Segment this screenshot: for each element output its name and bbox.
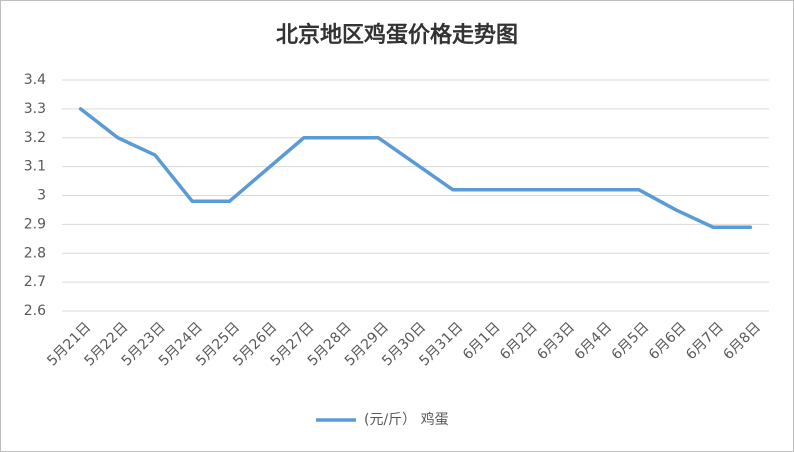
- line-series: [78, 107, 753, 230]
- legend-label: (元/斤） 鸡蛋: [364, 411, 449, 428]
- y-tick-label: 2.6: [24, 303, 46, 319]
- chart-title: 北京地区鸡蛋价格走势图: [276, 22, 518, 48]
- y-tick-label: 2.8: [24, 245, 46, 261]
- y-tick-label: 2.7: [24, 274, 46, 290]
- y-tick-label: 3: [37, 188, 46, 204]
- y-tick-label: 3.1: [24, 159, 46, 175]
- y-tick-label: 3.4: [24, 72, 46, 88]
- y-tick-label: 3.2: [24, 130, 46, 146]
- y-tick-label: 3.3: [24, 101, 46, 117]
- y-tick-label: 2.9: [24, 216, 46, 232]
